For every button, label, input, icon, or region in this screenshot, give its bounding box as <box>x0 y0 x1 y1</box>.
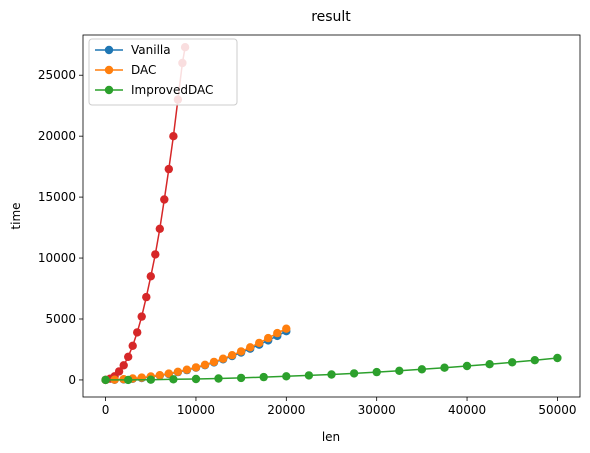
data-point <box>349 369 359 378</box>
data-point <box>142 292 151 302</box>
data-point <box>133 328 142 337</box>
data-point <box>164 164 173 174</box>
legend-marker <box>104 45 114 55</box>
legend-item: Vanilla <box>95 43 171 57</box>
data-point <box>553 353 562 363</box>
legend-label: ImprovedDAC <box>131 83 213 97</box>
legend-label: Vanilla <box>131 43 171 57</box>
x-tick-label: 0 <box>102 403 110 417</box>
x-tick-label: 50000 <box>538 403 576 417</box>
data-point <box>160 195 169 204</box>
data-point <box>236 373 246 383</box>
data-point <box>462 361 472 371</box>
data-point <box>155 224 164 233</box>
legend-box <box>88 38 238 106</box>
data-point <box>259 372 268 382</box>
data-point <box>246 343 255 352</box>
y-tick-label: 10000 <box>38 251 76 265</box>
data-point <box>485 360 494 369</box>
x-tick-label: 10000 <box>177 403 215 417</box>
y-tick-label: 5000 <box>45 312 76 326</box>
y-axis-label: time <box>9 202 23 229</box>
data-point <box>236 347 246 356</box>
data-point <box>114 367 124 376</box>
data-point <box>124 375 133 385</box>
data-point <box>200 360 210 369</box>
data-point <box>530 356 539 365</box>
data-point <box>164 369 173 378</box>
legend-marker <box>104 85 114 95</box>
data-point <box>440 363 449 372</box>
data-point <box>151 250 160 259</box>
data-point <box>146 375 155 384</box>
series-layer <box>101 43 562 385</box>
data-point <box>255 338 264 348</box>
data-point <box>227 351 237 360</box>
data-point <box>273 328 282 338</box>
data-point <box>124 352 133 361</box>
y-axis: 0 5000 10000 15000 20000 25000 <box>38 68 83 387</box>
legend: Vanilla DAC ImprovedDAC <box>88 38 238 106</box>
data-point <box>155 371 164 380</box>
data-point <box>508 358 517 367</box>
data-point <box>101 375 110 385</box>
data-point <box>218 354 228 363</box>
data-point <box>327 370 336 379</box>
y-tick-label: 0 <box>68 373 76 387</box>
y-tick-label: 25000 <box>38 68 76 82</box>
data-point <box>128 341 137 350</box>
legend-item: ImprovedDAC <box>95 83 213 97</box>
data-point <box>191 374 201 384</box>
plot-frame <box>82 34 581 398</box>
x-axis: 0 10000 20000 30000 40000 50000 <box>102 397 577 417</box>
data-point <box>304 371 314 380</box>
data-point <box>146 272 155 281</box>
data-point <box>209 357 219 367</box>
data-point <box>119 361 128 370</box>
data-point <box>282 372 291 381</box>
x-tick-label: 20000 <box>267 403 305 417</box>
x-tick-label: 40000 <box>448 403 486 417</box>
data-point <box>191 363 201 372</box>
data-point <box>173 367 183 376</box>
legend-label: DAC <box>131 63 156 77</box>
chart-title: result <box>311 9 351 25</box>
data-point <box>395 366 404 375</box>
legend-item: DAC <box>95 63 156 77</box>
data-point <box>169 375 178 384</box>
x-axis-label: len <box>322 430 340 444</box>
data-point <box>182 365 192 374</box>
series-improveddac <box>101 353 562 385</box>
data-point <box>264 333 273 343</box>
data-point <box>417 365 427 374</box>
x-tick-label: 30000 <box>358 403 396 417</box>
data-point <box>214 374 223 383</box>
data-point <box>169 132 178 141</box>
data-point <box>282 324 291 333</box>
legend-marker <box>104 65 114 75</box>
y-tick-label: 15000 <box>38 190 76 204</box>
y-tick-label: 20000 <box>38 129 76 143</box>
data-point <box>137 312 146 321</box>
data-point <box>372 367 381 377</box>
